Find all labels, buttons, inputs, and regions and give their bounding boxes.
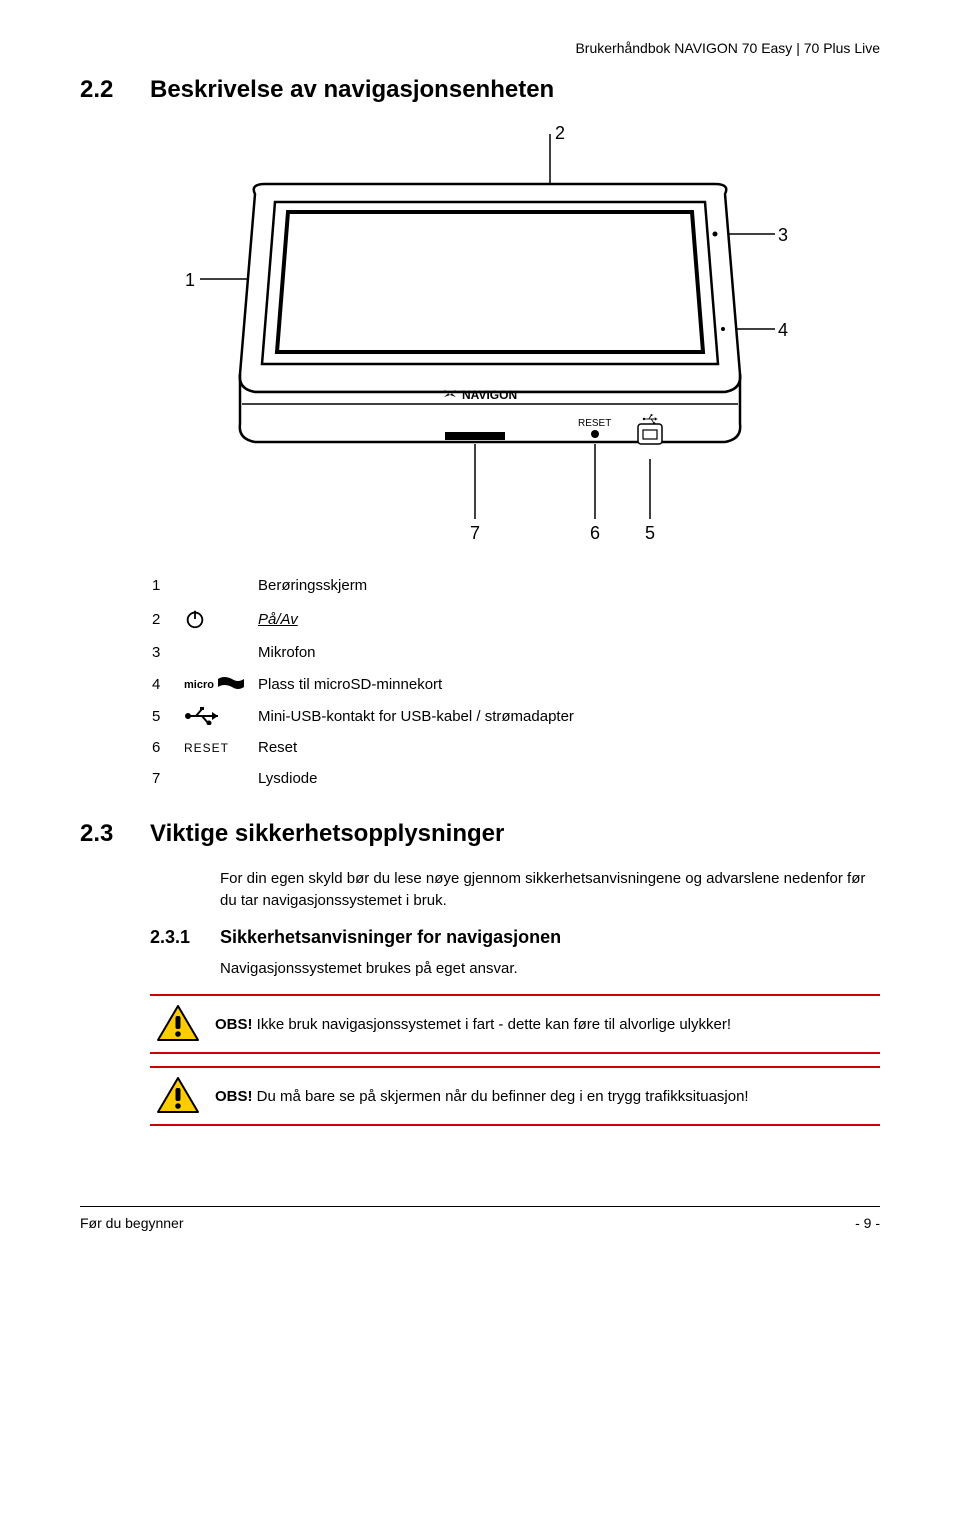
footer-right: - 9 - (855, 1215, 880, 1231)
section-2-3-number: 2.3 (80, 820, 150, 848)
section-2-3-1-title: Sikkerhetsanvisninger for navigasjonen (220, 927, 561, 947)
warning-body: Du må bare se på skjermen når du befinne… (253, 1088, 749, 1105)
warning-icon (150, 1076, 205, 1116)
diagram-label-7: 7 (470, 523, 480, 543)
section-2-3-1-line1: Navigasjonssystemet brukes på eget ansva… (220, 958, 880, 980)
diagram-label-4: 4 (778, 320, 788, 340)
part-number: 3 (152, 638, 182, 667)
section-2-2-title: Beskrivelse av navigasjonsenheten (150, 76, 554, 103)
table-row: 7 Lysdiode (152, 764, 584, 793)
part-number: 7 (152, 764, 182, 793)
page-header: Brukerhåndbok NAVIGON 70 Easy | 70 Plus … (80, 40, 880, 56)
microsd-icon: micro (184, 669, 256, 699)
section-2-3-1-heading: 2.3.1Sikkerhetsanvisninger for navigasjo… (150, 927, 880, 948)
section-2-3-1-number: 2.3.1 (150, 927, 220, 948)
warning-box: OBS! Du må bare se på skjermen når du be… (150, 1066, 880, 1126)
part-number: 6 (152, 733, 182, 762)
warning-icon (150, 1004, 205, 1044)
part-number: 4 (152, 669, 182, 699)
device-diagram: 2 1 3 4 5 6 7 NAVIGON RESET (80, 124, 880, 544)
part-icon-empty (184, 571, 256, 600)
part-label: Plass til microSD-minnekort (258, 669, 584, 699)
section-2-2-number: 2.2 (80, 76, 150, 104)
part-number: 5 (152, 701, 182, 731)
diagram-label-2: 2 (555, 124, 565, 143)
part-label: På/Av (258, 602, 584, 636)
part-label: Reset (258, 733, 584, 762)
section-2-3-intro: For din egen skyld bør du lese nøye gjen… (220, 868, 880, 912)
diagram-label-6: 6 (590, 523, 600, 543)
diagram-reset-label: RESET (578, 418, 611, 429)
table-row: 2 På/Av (152, 602, 584, 636)
part-number: 1 (152, 571, 182, 600)
warning-prefix: OBS! (215, 1016, 253, 1033)
part-icon-empty (184, 638, 256, 667)
diagram-label-3: 3 (778, 225, 788, 245)
part-label: Lysdiode (258, 764, 584, 793)
warning-text: OBS! Ikke bruk navigasjonssystemet i far… (205, 1014, 731, 1035)
table-row: 6 RESET Reset (152, 733, 584, 762)
diagram-label-1: 1 (185, 270, 195, 290)
part-label: Mikrofon (258, 638, 584, 667)
warning-body: Ikke bruk navigasjonssystemet i fart - d… (253, 1016, 732, 1033)
diagram-label-5: 5 (645, 523, 655, 543)
warning-text: OBS! Du må bare se på skjermen når du be… (205, 1086, 749, 1107)
footer-left: Før du begynner (80, 1215, 184, 1231)
svg-text:micro: micro (184, 679, 214, 691)
reset-icon: RESET (184, 733, 256, 762)
warning-box: OBS! Ikke bruk navigasjonssystemet i far… (150, 994, 880, 1054)
page-footer: Før du begynner - 9 - (80, 1206, 880, 1231)
part-icon-empty (184, 764, 256, 793)
table-row: 5 Mini-USB-kontakt for USB-kabel / strøm… (152, 701, 584, 731)
part-label: Mini-USB-kontakt for USB-kabel / strømad… (258, 701, 584, 731)
part-label: Berøringsskjerm (258, 571, 584, 600)
section-2-3-title: Viktige sikkerhetsopplysninger (150, 820, 504, 847)
table-row: 3 Mikrofon (152, 638, 584, 667)
diagram-brand: NAVIGON (462, 388, 517, 402)
warning-prefix: OBS! (215, 1088, 253, 1105)
svg-text:RESET: RESET (184, 741, 229, 755)
power-icon (184, 602, 256, 636)
table-row: 4 micro Plass til microSD-minnekort (152, 669, 584, 699)
part-number: 2 (152, 602, 182, 636)
table-row: 1 Berøringsskjerm (152, 571, 584, 600)
usb-icon (184, 701, 256, 731)
section-2-2-heading: 2.2Beskrivelse av navigasjonsenheten (80, 76, 880, 104)
parts-table: 1 Berøringsskjerm 2 På/Av 3 Mikrofon 4 m… (150, 569, 586, 795)
section-2-3-heading: 2.3Viktige sikkerhetsopplysninger (80, 820, 880, 848)
